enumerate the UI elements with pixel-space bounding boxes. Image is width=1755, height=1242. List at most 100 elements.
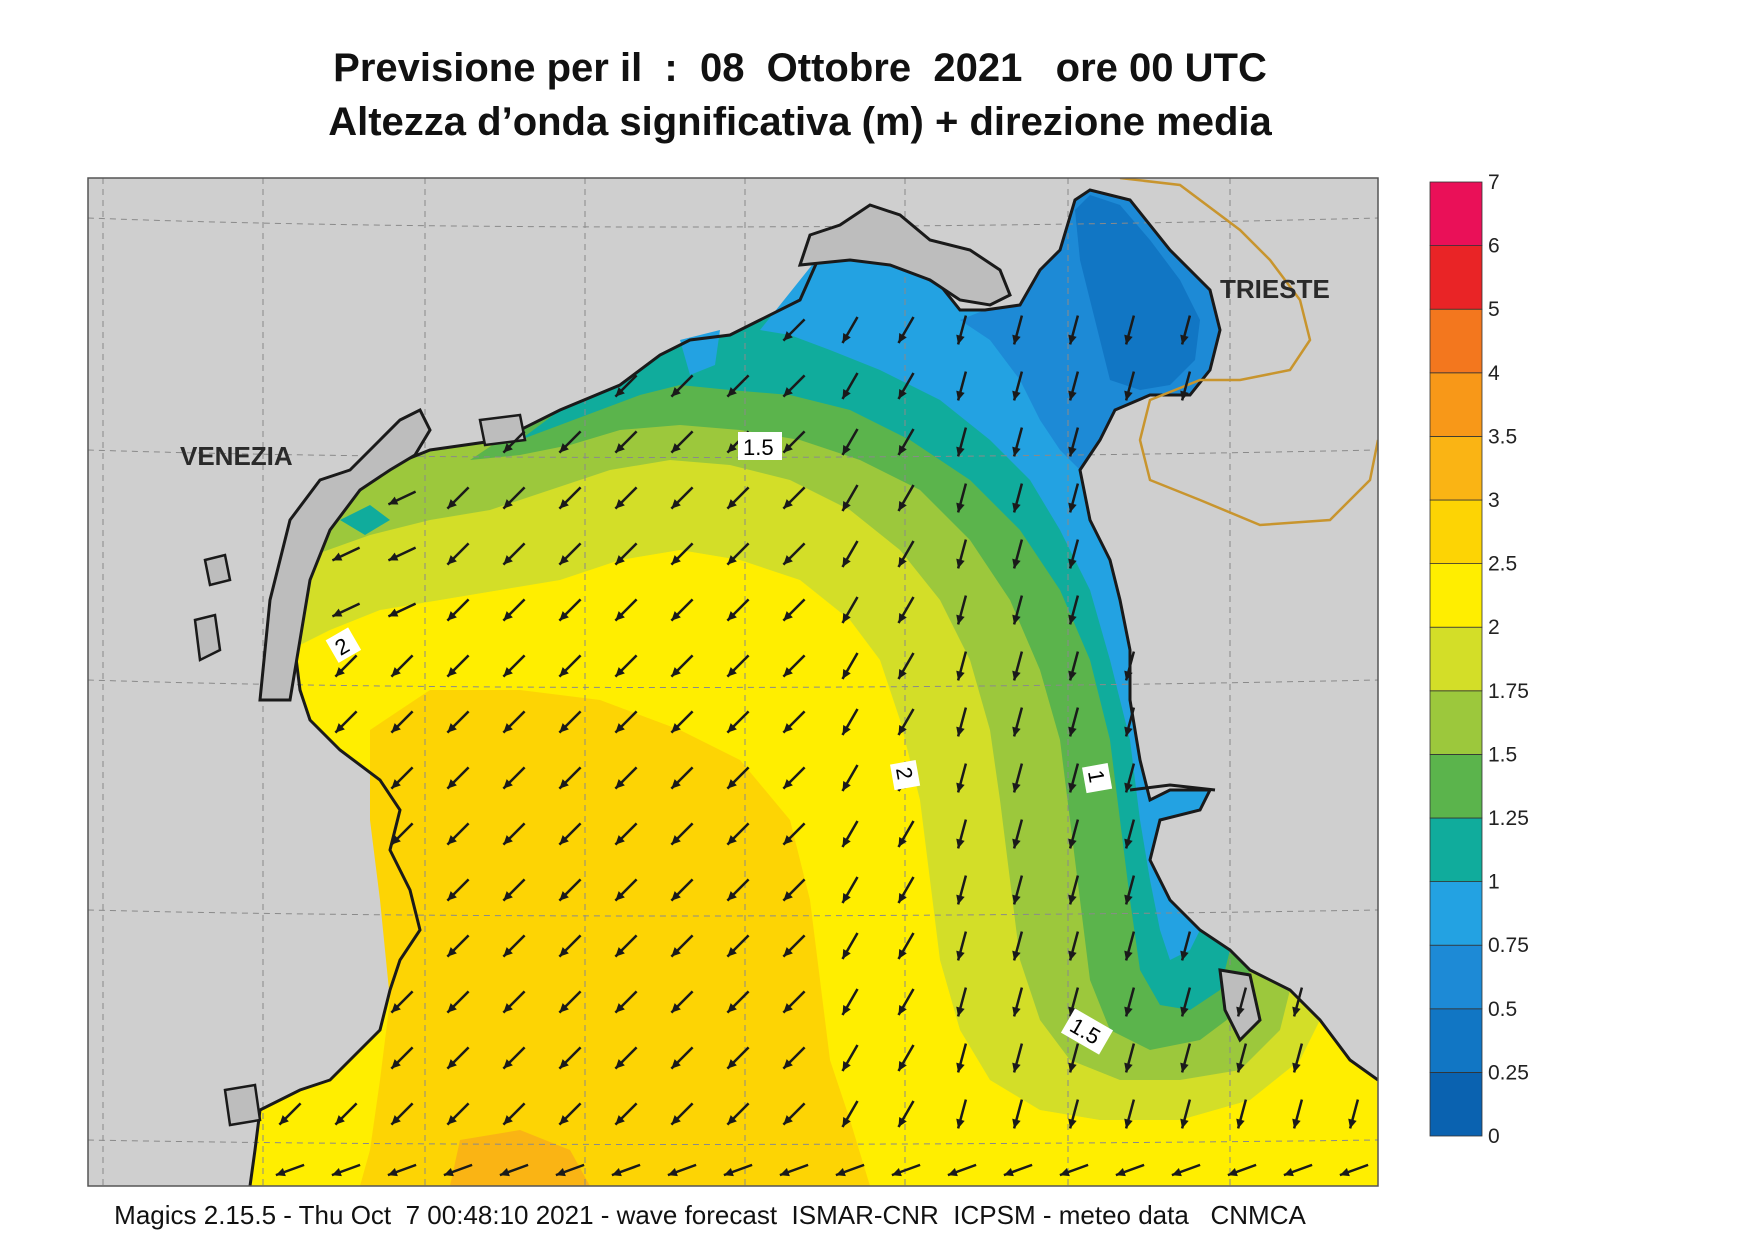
wave-arrow — [726, 542, 750, 566]
legend-label: 0.25 — [1488, 1061, 1529, 1084]
legend-swatch — [1429, 499, 1483, 564]
wave-arrow — [502, 486, 526, 510]
wave-arrow — [1180, 371, 1192, 401]
wave-arrow — [387, 1163, 417, 1177]
wave-arrow — [782, 318, 806, 342]
wave-arrow — [841, 372, 859, 400]
wave-arrow — [841, 764, 859, 792]
wave-arrow — [502, 822, 526, 846]
wave-arrow — [726, 486, 750, 510]
svg-text:1: 1 — [1083, 768, 1110, 784]
wave-arrow — [779, 1163, 809, 1177]
wave-arrow — [1124, 1043, 1136, 1073]
contour-label-1-right: 1 — [1082, 763, 1113, 794]
wave-arrow — [726, 990, 750, 1014]
wave-arrow — [841, 988, 859, 1016]
wave-arrow — [1236, 1099, 1248, 1129]
band-2.5-3 — [360, 690, 870, 1186]
legend-swatch — [1429, 881, 1483, 946]
wave-arrow — [502, 934, 526, 958]
wave-arrow — [1012, 987, 1024, 1017]
wave-arrow — [897, 540, 915, 568]
wave-arrow — [614, 1102, 638, 1126]
wave-arrow — [558, 766, 582, 790]
wave-arrow — [1124, 987, 1136, 1017]
legend-label: 3 — [1488, 489, 1500, 512]
map-frame — [87, 177, 1379, 1187]
wave-arrow — [387, 546, 417, 562]
istria-inlet — [1129, 783, 1216, 792]
wave-arrow — [956, 987, 968, 1017]
wave-arrow — [1012, 931, 1024, 961]
wave-arrow — [502, 878, 526, 902]
wave-arrow — [1012, 651, 1024, 681]
wave-arrow — [897, 428, 915, 456]
map-title: Previsione per il : 08 Ottobre 2021 ore … — [333, 46, 1267, 90]
wave-arrow — [1171, 1163, 1201, 1177]
wave-arrow — [670, 486, 694, 510]
wave-arrow — [670, 598, 694, 622]
wave-arrow — [390, 654, 414, 678]
wave-arrow — [1012, 763, 1024, 793]
wave-arrow — [897, 596, 915, 624]
contour-label-2-left: 2 — [325, 627, 362, 663]
wave-arrow — [1124, 763, 1136, 793]
wave-arrow — [956, 1099, 968, 1129]
legend-label: 4 — [1488, 362, 1500, 385]
wave-arrow — [614, 430, 638, 454]
wave-arrow — [502, 1102, 526, 1126]
legend-swatch — [1429, 435, 1483, 501]
wave-arrow — [1180, 987, 1192, 1017]
legend-swatch — [1429, 626, 1483, 692]
wave-arrow — [614, 878, 638, 902]
wave-arrow — [1068, 427, 1080, 457]
wave-arrow — [558, 542, 582, 566]
wave-arrow — [726, 374, 750, 398]
wave-arrow — [1012, 371, 1024, 401]
wave-arrow — [334, 710, 358, 734]
wave-arrow — [558, 430, 582, 454]
svg-text:1.5: 1.5 — [743, 435, 774, 460]
wave-arrow — [897, 316, 915, 344]
wave-arrow — [1124, 931, 1136, 961]
wave-arrow — [390, 822, 414, 846]
svg-text:2: 2 — [891, 765, 918, 781]
legend-label: 1.25 — [1488, 807, 1529, 830]
wave-arrow — [897, 932, 915, 960]
wave-arrow — [1068, 1099, 1080, 1129]
city-label-trieste: TRIESTE — [1220, 274, 1330, 304]
wave-arrow — [1124, 819, 1136, 849]
wave-arrow — [1068, 315, 1080, 345]
wave-arrow — [782, 990, 806, 1014]
legend-label: 0.75 — [1488, 934, 1529, 957]
wave-arrow — [956, 595, 968, 625]
legend-swatch — [1429, 1008, 1483, 1073]
wave-arrow — [614, 486, 638, 510]
wave-arrow — [558, 598, 582, 622]
wave-arrow — [1124, 315, 1136, 345]
wave-arrow — [670, 654, 694, 678]
wave-arrow — [726, 878, 750, 902]
wave-arrow — [1292, 987, 1304, 1017]
wave-arrow — [502, 990, 526, 1014]
wave-arrow — [502, 654, 526, 678]
wave-arrow — [726, 1102, 750, 1126]
wave-arrow — [956, 539, 968, 569]
wave-arrow — [782, 486, 806, 510]
wave-arrow — [956, 483, 968, 513]
color-legend: 0 0.25 0.5 0.75 1 1.25 1.5 1.75 2 2.5 3 3.5 4 5 6 7 — [1429, 171, 1529, 1148]
legend-label: 1.75 — [1488, 680, 1529, 703]
wave-arrow — [1012, 595, 1024, 625]
wave-arrow — [555, 1163, 585, 1177]
legend-label: 2.5 — [1488, 553, 1517, 576]
wave-arrow — [1180, 1099, 1192, 1129]
wave-arrow — [956, 371, 968, 401]
wave-arrow — [1180, 315, 1192, 345]
wave-arrow — [611, 1163, 641, 1177]
wave-arrow — [897, 988, 915, 1016]
legend-label: 7 — [1488, 171, 1500, 194]
legend-label: 1 — [1488, 871, 1500, 894]
wave-arrow — [275, 1163, 305, 1177]
wave-arrow — [1124, 1099, 1136, 1129]
city-label-venezia: VENEZIA — [180, 441, 293, 471]
